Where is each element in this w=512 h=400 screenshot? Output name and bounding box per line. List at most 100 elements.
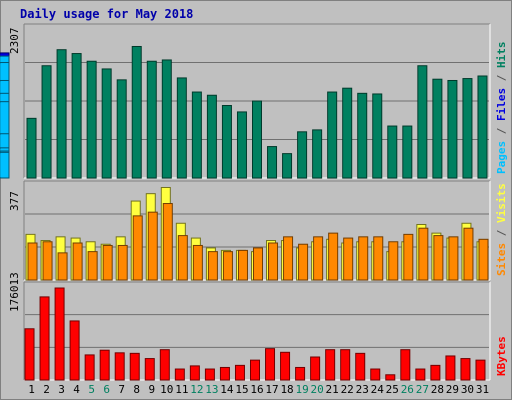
bar-kbytes-day-25 xyxy=(385,374,396,381)
bar-kbytes-day-9 xyxy=(144,358,155,381)
day-label-3: 3 xyxy=(58,383,65,396)
bar-sites-day-4 xyxy=(72,242,83,281)
day-label-28: 28 xyxy=(431,383,444,396)
bar-kbytes-day-27 xyxy=(415,368,426,381)
chart-title: Daily usage for May 2018 xyxy=(20,7,193,21)
bar-hits-day-29 xyxy=(447,79,458,179)
day-label-27: 27 xyxy=(416,383,429,396)
day-label-26: 26 xyxy=(401,383,414,396)
day-label-23: 23 xyxy=(356,383,369,396)
day-label-13: 13 xyxy=(205,383,218,396)
legend-entry: Hits xyxy=(495,42,508,69)
day-label-21: 21 xyxy=(326,383,339,396)
bar-hits-day-27 xyxy=(417,65,428,179)
day-label-4: 4 xyxy=(73,383,80,396)
bar-sites-day-13 xyxy=(207,251,218,281)
legend-entry: Sites xyxy=(495,243,508,276)
panel-middle: 377 Sites / Visits xyxy=(8,180,508,281)
bar-hits-day-15 xyxy=(236,111,247,179)
bar-sites-day-1 xyxy=(27,242,38,281)
day-label-5: 5 xyxy=(88,383,95,396)
bar-hits-day-8 xyxy=(131,45,142,179)
bar-sites-day-22 xyxy=(343,237,354,281)
bar-hits-day-21 xyxy=(327,91,338,179)
legend-entry: Visits xyxy=(495,183,508,223)
bar-hits-day-16 xyxy=(252,100,262,179)
bar-kbytes-day-16 xyxy=(250,359,260,381)
bar-sites-day-29 xyxy=(448,236,459,281)
bar-sites-day-16 xyxy=(253,247,263,281)
panels-layer: 2307 Pages / Files / Hits 377 Sites / Visit… xyxy=(0,23,508,381)
bar-hits-day-2 xyxy=(41,65,52,179)
bar-hits-day-9 xyxy=(146,60,157,179)
day-labels: 1 2 3 4 5 6 7 8 9 10 11 12 13 14 15 16 17 18 19 20 21 22 23 24 2… xyxy=(28,383,489,396)
day-label-10: 10 xyxy=(160,383,173,396)
bar-hits-day-1 xyxy=(26,117,37,179)
day-label-20: 20 xyxy=(311,383,324,396)
bar-kbytes-day-17 xyxy=(265,348,276,381)
panel-max-label: 2307 xyxy=(8,28,21,55)
bar-sites-day-25 xyxy=(388,241,399,281)
bar-kbytes-day-12 xyxy=(189,365,200,381)
bar-kbytes-day-11 xyxy=(174,368,185,381)
bar-kbytes-day-1 xyxy=(24,328,35,381)
bar-kbytes-day-20 xyxy=(310,356,321,381)
bar-hits-day-13 xyxy=(206,94,217,179)
bar-hits-day-7 xyxy=(116,79,127,179)
legend-entry: Pages xyxy=(495,141,508,174)
bar-kbytes-day-31 xyxy=(475,359,486,381)
day-label-19: 19 xyxy=(295,383,308,396)
day-label-29: 29 xyxy=(446,383,459,396)
bar-sites-day-23 xyxy=(358,236,369,281)
bar-kbytes-day-26 xyxy=(400,349,411,381)
bar-hits-day-4 xyxy=(71,53,82,179)
day-label-9: 9 xyxy=(148,383,155,396)
bar-kbytes-day-19 xyxy=(295,366,306,381)
bar-hits-day-19 xyxy=(297,131,308,179)
bar-sites-day-14 xyxy=(222,251,233,281)
panel-max-label: 176013 xyxy=(8,272,21,312)
panel-top: 2307 Pages / Files / Hits xyxy=(0,23,508,179)
legend-entry: / xyxy=(495,121,508,141)
day-label-7: 7 xyxy=(118,383,125,396)
bar-kbytes-day-15 xyxy=(234,364,245,381)
bar-sites-day-2 xyxy=(42,241,53,281)
day-label-11: 11 xyxy=(175,383,188,396)
bar-sites-day-15 xyxy=(237,249,248,281)
bar-kbytes-day-7 xyxy=(114,352,125,381)
bar-hits-day-10 xyxy=(161,59,172,179)
bar-kbytes-day-6 xyxy=(99,349,110,381)
bar-hits-day-31 xyxy=(477,75,488,179)
bar-kbytes-day-30 xyxy=(460,358,471,381)
bar-kbytes-day-5 xyxy=(84,354,95,381)
bar-kbytes-day-8 xyxy=(129,352,140,381)
day-label-14: 14 xyxy=(220,383,234,396)
bar-kbytes-day-13 xyxy=(204,368,215,381)
day-label-22: 22 xyxy=(341,383,354,396)
bar-hits-day-26 xyxy=(402,125,413,179)
legend-entry: / xyxy=(495,223,508,243)
bar-kbytes-day-24 xyxy=(370,368,381,381)
legend-entry: KBytes xyxy=(495,336,508,376)
legend-entry: / xyxy=(495,68,508,88)
day-label-25: 25 xyxy=(386,383,399,396)
bar-kbytes-day-3 xyxy=(54,287,65,381)
bar-kbytes-day-21 xyxy=(325,349,336,381)
day-label-30: 30 xyxy=(461,383,474,396)
bar-sites-day-6 xyxy=(102,244,113,281)
bar-hits-day-3 xyxy=(56,49,67,179)
bar-kbytes-day-10 xyxy=(159,349,170,381)
bar-sites-day-19 xyxy=(298,243,309,281)
day-label-2: 2 xyxy=(43,383,50,396)
bar-sites-day-8 xyxy=(132,215,143,281)
panel-legend: Pages / Files / Hits xyxy=(495,42,508,175)
bar-hits-day-12 xyxy=(191,91,202,179)
bar-sites-day-27 xyxy=(418,227,429,281)
bar-hits-day-14 xyxy=(221,105,232,179)
bar-hits-day-24 xyxy=(372,93,383,179)
bar-sites-day-26 xyxy=(403,233,414,281)
day-label-1: 1 xyxy=(28,383,35,396)
legend-entry: Files xyxy=(495,88,508,121)
bar-kbytes-day-28 xyxy=(430,364,441,381)
